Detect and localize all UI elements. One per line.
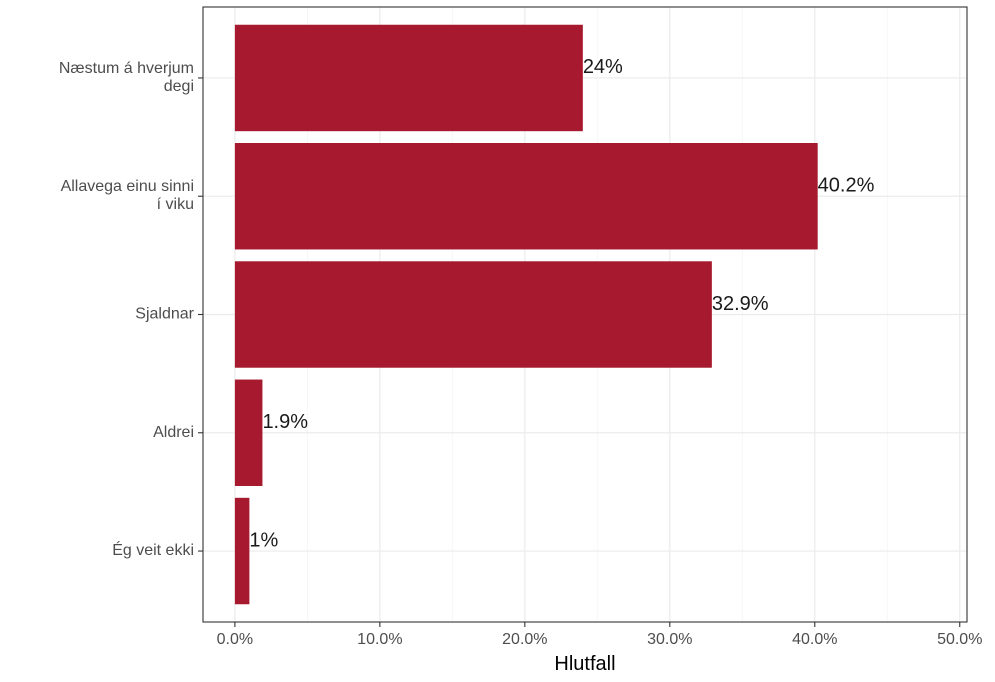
bar (234, 261, 712, 368)
y-axis: Næstum á hverjum degi Allavega einu sinni í… (59, 60, 203, 559)
bar-value-label: 40.2% (818, 175, 875, 197)
x-tick-label: 0.0% (217, 631, 253, 648)
bar (234, 497, 250, 605)
bar-value-label: 1.9% (262, 411, 308, 433)
bars (234, 24, 818, 605)
bar-value-labels: 24% 40.2% 32.9% 1.9% 1% (249, 56, 874, 551)
y-tick-label: Sjaldnar (135, 306, 194, 323)
x-tick-label: 30.0% (647, 631, 692, 648)
x-tick-label: 20.0% (502, 631, 547, 648)
x-tick-label: 10.0% (357, 631, 402, 648)
bar (234, 24, 583, 132)
bar (234, 143, 818, 250)
x-axis: 0.0% 10.0% 20.0% 30.0% 40.0% 50.0% (217, 622, 982, 648)
bar-value-label: 1% (249, 529, 278, 551)
y-tick-label: Aldrei (153, 424, 194, 441)
x-tick-label: 40.0% (792, 631, 837, 648)
bar (234, 379, 263, 486)
y-tick-label: Næstum á hverjum degi (59, 60, 194, 95)
x-tick-label: 50.0% (937, 631, 982, 648)
y-tick-label: Ég veit ekki (112, 540, 194, 559)
y-tick-label: Allavega einu sinni í viku (61, 178, 194, 213)
bar-value-label: 32.9% (712, 293, 769, 315)
bar-value-label: 24% (583, 56, 623, 78)
x-axis-title: Hlutfall (554, 653, 615, 675)
